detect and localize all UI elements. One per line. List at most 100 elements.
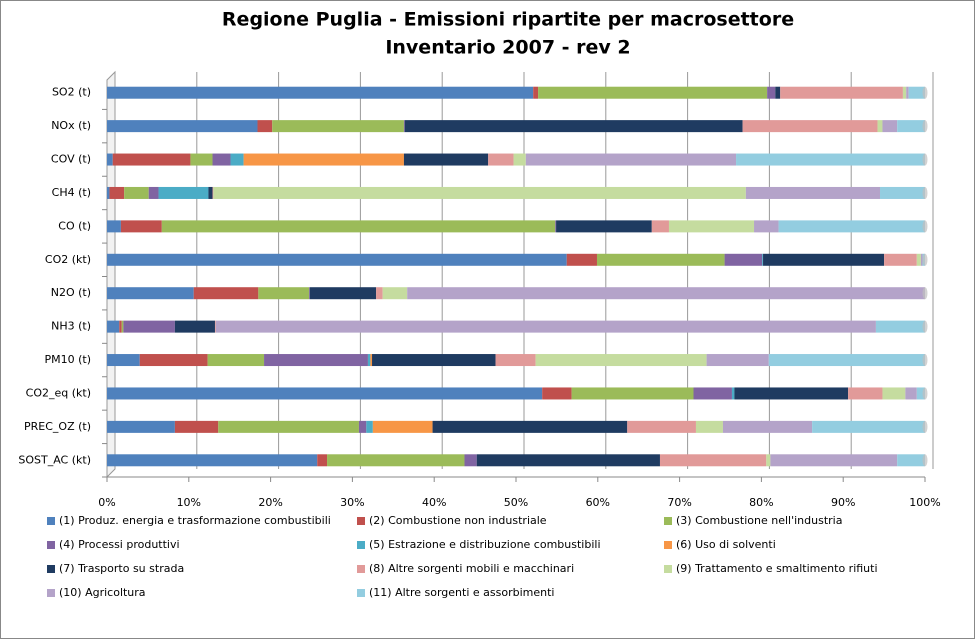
bar-segment [218, 420, 359, 433]
bar-segment [908, 86, 925, 99]
legend-label: (5) Estrazione e distribuzione combustib… [369, 538, 601, 551]
bar-segment [495, 354, 536, 367]
bar-segment [906, 86, 909, 99]
bar-segment [542, 387, 572, 400]
bar-segment [525, 153, 737, 166]
legend-label: (11) Altre sorgenti e assorbimenti [369, 586, 554, 599]
legend-label: (1) Produz. energia e trasformazione com… [59, 514, 331, 527]
bar-cap [922, 387, 928, 400]
bar-segment [538, 86, 768, 99]
bar-segment [107, 420, 175, 433]
bar-segment [161, 220, 556, 233]
bar-segment [778, 220, 925, 233]
bar-segment [109, 186, 125, 199]
bar-segment [464, 454, 477, 467]
legend-swatch [357, 517, 365, 525]
y-tick-label: CO (t) [58, 219, 91, 232]
bar-segment [882, 120, 898, 133]
chart-title: Regione Puglia - Emissioni ripartite per… [222, 9, 794, 31]
bar-cap [922, 354, 928, 367]
x-tick-label: 50% [504, 496, 528, 509]
bar-segment [742, 120, 878, 133]
bar-segment [766, 454, 771, 467]
bar-segment [754, 220, 779, 233]
bar-segment [258, 287, 310, 300]
legend-swatch [357, 565, 365, 573]
bar-segment [880, 186, 925, 199]
bar-segment [875, 320, 925, 333]
legend-swatch [664, 541, 672, 549]
bar-segment [107, 454, 318, 467]
bar-segment [107, 320, 120, 333]
bar-segment [920, 253, 923, 266]
bar-cap [922, 120, 928, 133]
x-tick-label: 80% [749, 496, 773, 509]
y-tick-label: N2O (t) [51, 286, 91, 299]
x-tick-label: 60% [586, 496, 610, 509]
bar-segment [367, 354, 371, 367]
legend-swatch [47, 589, 55, 597]
bar-segment [317, 454, 328, 467]
x-tick-label: 100% [909, 496, 940, 509]
bar-segment [139, 354, 208, 367]
bar-segment [407, 287, 925, 300]
x-tick-label: 30% [340, 496, 364, 509]
bar-segment [916, 253, 921, 266]
bar-segment [763, 253, 885, 266]
bar-segment [212, 153, 231, 166]
bar-segment [571, 387, 694, 400]
y-tick-label: CH4 (t) [52, 186, 91, 199]
legend-swatch [357, 541, 365, 549]
bar-segment [174, 320, 215, 333]
bar-segment [272, 120, 404, 133]
bar-cap [922, 86, 928, 99]
x-tick-label: 0% [98, 496, 115, 509]
bar-segment [513, 153, 526, 166]
bar-segment [767, 86, 776, 99]
bar-segment [627, 420, 696, 433]
y-tick-label: NH3 (t) [51, 320, 91, 333]
legend-label: (10) Agricoltura [59, 586, 146, 599]
y-tick-label: NOx (t) [51, 119, 91, 132]
bar-segment [382, 287, 408, 300]
bar-segment [327, 454, 465, 467]
bar-segment [212, 186, 214, 199]
bar-segment [722, 420, 813, 433]
bar-segment [119, 320, 122, 333]
legend-swatch [664, 565, 672, 573]
legend-label: (2) Combustione non industriale [369, 514, 547, 527]
bar-cap [922, 420, 928, 433]
legend-label: (8) Altre sorgenti mobili e macchinari [369, 562, 574, 575]
x-tick-label: 70% [667, 496, 691, 509]
plot-wall [106, 70, 116, 479]
bar-segment [596, 253, 725, 266]
legend-label: (6) Uso di solventi [676, 538, 776, 551]
bar-segment [193, 287, 259, 300]
y-tick-label: PM10 (t) [44, 353, 91, 366]
bar-segment [257, 120, 273, 133]
bar-segment [120, 220, 162, 233]
bar-cap [922, 186, 928, 199]
bar-segment [780, 86, 903, 99]
x-tick-label: 90% [831, 496, 855, 509]
bar-segment [215, 320, 876, 333]
bar-segment [902, 86, 907, 99]
y-tick-label: SO2 (t) [52, 86, 91, 99]
bar-segment [148, 186, 159, 199]
bar-segment [309, 287, 377, 300]
bar-segment [877, 120, 883, 133]
legend-label: (3) Combustione nell'industria [676, 514, 842, 527]
bar-segment [432, 420, 628, 433]
legend-label: (4) Processi produttivi [59, 538, 180, 551]
bar-segment [734, 387, 849, 400]
bar-segment [695, 420, 723, 433]
y-tick-label: CO2_eq (kt) [26, 386, 91, 399]
legend-swatch [47, 517, 55, 525]
bar-segment [107, 86, 534, 99]
bar-segment [309, 287, 310, 300]
bar-segment [243, 153, 404, 166]
legend-swatch [47, 541, 55, 549]
